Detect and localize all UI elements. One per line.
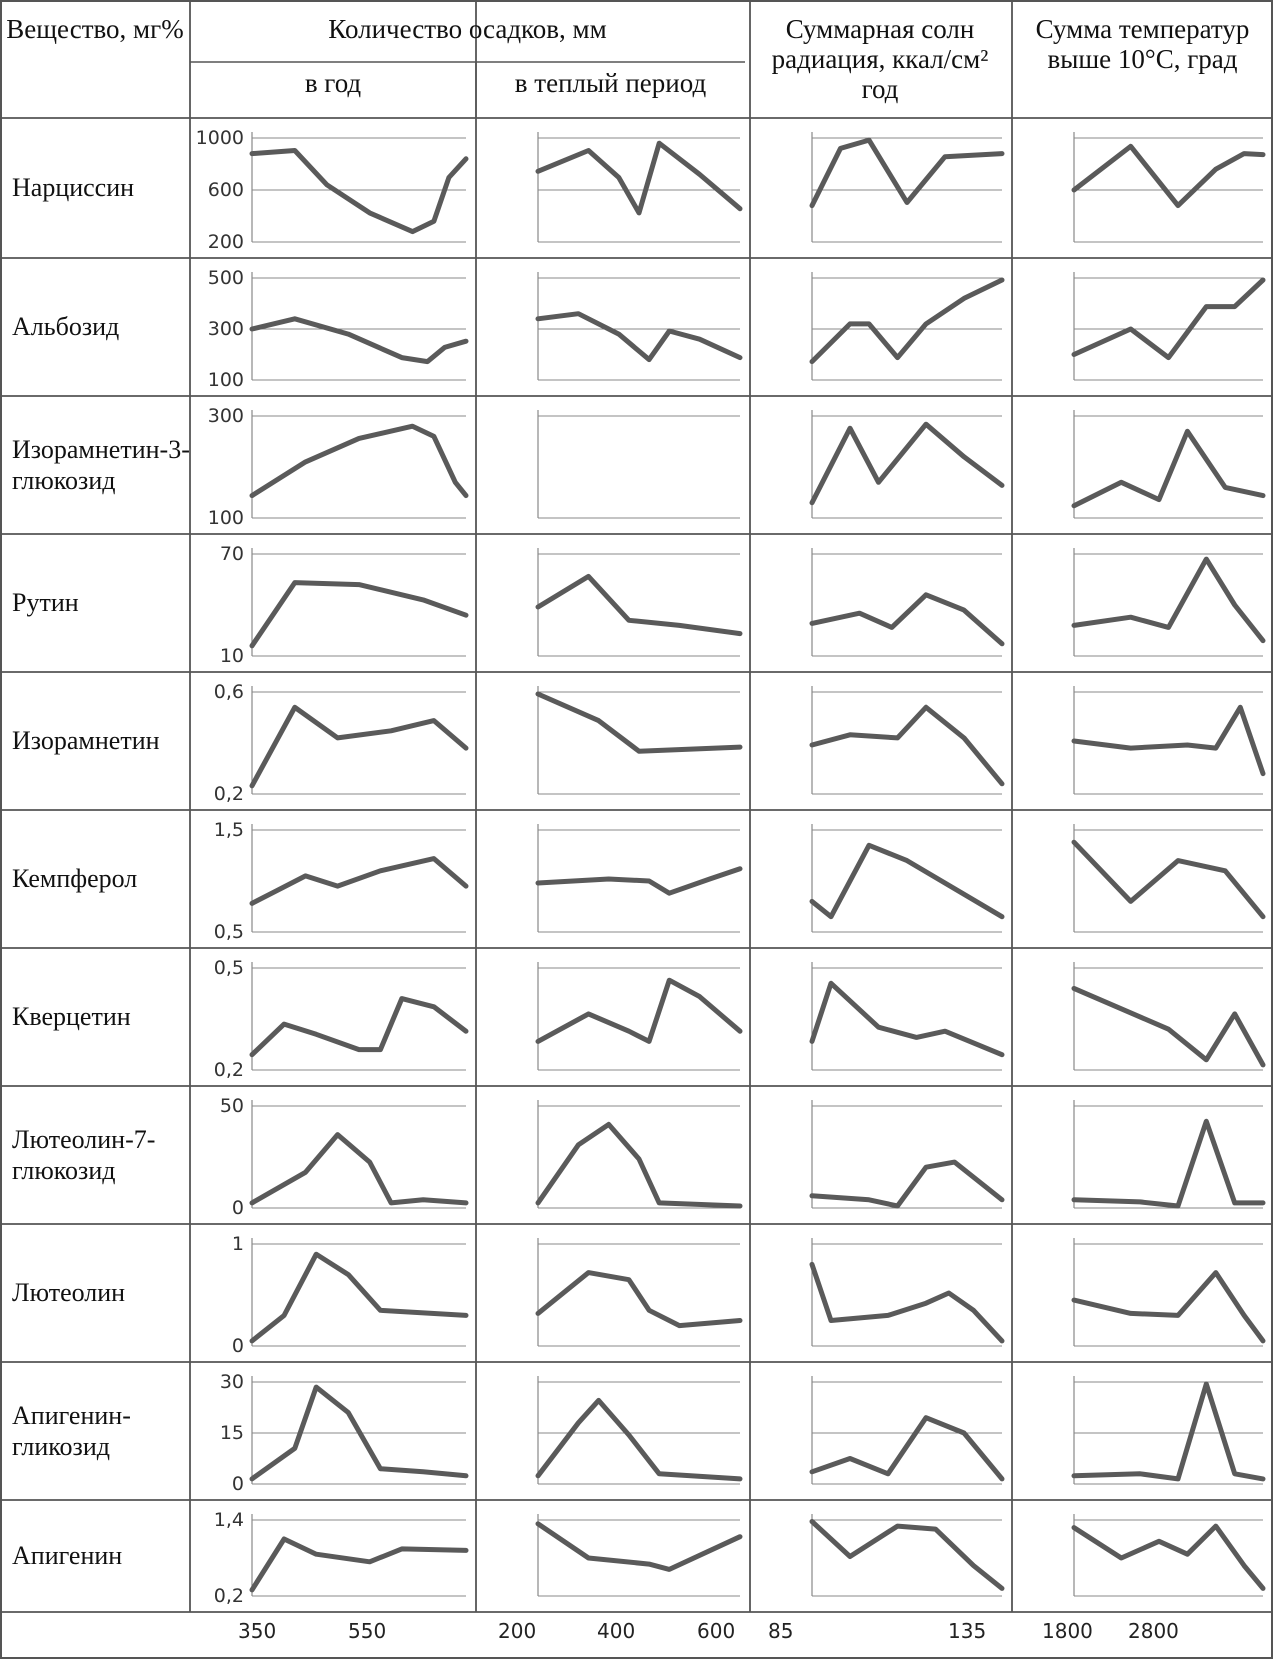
x-tick-label: 2800 — [1128, 1619, 1179, 1643]
y-tick-label: 1000 — [196, 127, 244, 149]
series-curve — [809, 842, 1005, 920]
series-curve — [535, 977, 743, 1044]
y-tick-label: 300 — [208, 318, 244, 340]
series-curve — [809, 1519, 1005, 1591]
series-curve — [249, 996, 469, 1058]
y-tick-label: 100 — [208, 507, 244, 529]
x-tick-label: 135 — [948, 1619, 987, 1643]
series-curve — [1071, 704, 1266, 777]
series-curve — [809, 137, 1005, 209]
series-curve — [809, 421, 1005, 506]
y-tick-label: 0 — [232, 1473, 244, 1495]
row-label: Апигенин-гликозид — [12, 1401, 131, 1461]
row-label: Лютеолин — [12, 1278, 126, 1307]
series-curve — [249, 148, 469, 235]
series-curve — [1071, 1118, 1266, 1209]
series-curve — [535, 311, 743, 363]
series-curve — [1071, 277, 1266, 361]
row-label: Изорамнетин-3-глюкозид — [12, 435, 190, 495]
row-label: Кемпферол — [12, 864, 138, 893]
header-precip-warm: в теплый период — [514, 68, 707, 98]
y-tick-label: 0 — [232, 1335, 244, 1357]
y-tick-label: 70 — [220, 543, 244, 565]
series-curve — [249, 856, 469, 906]
series-curve — [1071, 1523, 1266, 1591]
series-curve — [809, 704, 1005, 787]
series-curve — [1071, 556, 1266, 644]
header-substance: Вещество, мг% — [6, 14, 184, 44]
series-curve — [809, 1415, 1005, 1482]
y-tick-label: 1,5 — [214, 819, 244, 841]
y-tick-label: 0,2 — [214, 783, 244, 805]
row-label: Нарциссин — [12, 173, 135, 202]
y-tick-label: 30 — [220, 1371, 244, 1393]
y-tick-label: 50 — [220, 1095, 244, 1117]
series-curve — [249, 1536, 469, 1593]
series-curve — [249, 316, 469, 365]
x-tick-label: 400 — [597, 1619, 636, 1643]
series-curve — [535, 140, 743, 216]
header-precip-year: в год — [304, 68, 362, 98]
y-tick-label: 15 — [220, 1422, 244, 1444]
series-curve — [1071, 1270, 1266, 1344]
series-curve — [1071, 985, 1266, 1068]
x-tick-label: 350 — [238, 1619, 277, 1643]
series-curve — [809, 592, 1005, 647]
y-tick-label: 100 — [208, 369, 244, 391]
series-curve — [809, 1159, 1005, 1209]
y-tick-label: 1 — [232, 1233, 244, 1255]
header-temp: Сумма температур выше 10°С, град — [1035, 14, 1250, 74]
series-curve — [535, 1521, 743, 1572]
series-curve — [535, 1121, 743, 1209]
series-curve — [535, 573, 743, 637]
row-label: Кверцетин — [12, 1002, 131, 1031]
x-tick-label: 1800 — [1042, 1619, 1093, 1643]
series-curve — [535, 1270, 743, 1329]
y-tick-label: 200 — [208, 231, 244, 253]
y-tick-label: 0,2 — [214, 1059, 244, 1081]
y-tick-label: 0,6 — [214, 681, 244, 703]
header-precip: Количество осадков, мм — [328, 14, 607, 44]
x-tick-label: 600 — [697, 1619, 736, 1643]
y-tick-label: 500 — [208, 267, 244, 289]
series-curve — [535, 866, 743, 896]
series-curve — [1071, 1381, 1266, 1482]
y-tick-label: 10 — [220, 645, 244, 667]
series-curve — [535, 1397, 743, 1482]
y-tick-label: 600 — [208, 179, 244, 201]
series-curve — [535, 691, 743, 754]
series-curve — [249, 1384, 469, 1482]
header-radiation: Суммарная солн радиация, ккал/см² год — [771, 14, 989, 104]
row-label: Апигенин — [12, 1541, 123, 1570]
series-curve — [809, 1261, 1005, 1344]
series-curve — [1071, 143, 1266, 209]
series-curve — [249, 1132, 469, 1206]
row-label: Изорамнетин — [12, 726, 160, 755]
series-curve — [249, 704, 469, 789]
y-tick-label: 1,4 — [214, 1509, 244, 1531]
series-curve — [249, 1251, 469, 1344]
row-label: Рутин — [12, 588, 79, 617]
series-curve — [249, 580, 469, 649]
y-tick-label: 0,5 — [214, 921, 244, 943]
series-curve — [809, 277, 1005, 365]
row-label: Альбозид — [12, 312, 120, 341]
x-tick-label: 200 — [498, 1619, 537, 1643]
series-curve — [1071, 428, 1266, 509]
y-tick-label: 300 — [208, 405, 244, 427]
x-tick-label: 85 — [768, 1619, 794, 1643]
x-tick-label: 550 — [348, 1619, 387, 1643]
series-curve — [1071, 839, 1266, 920]
y-tick-label: 0,2 — [214, 1585, 244, 1607]
series-curve — [809, 980, 1005, 1058]
y-tick-label: 0 — [232, 1197, 244, 1219]
series-curve — [249, 423, 469, 499]
row-label: Лютеолин-7-глюкозид — [12, 1125, 156, 1185]
y-tick-label: 0,5 — [214, 957, 244, 979]
